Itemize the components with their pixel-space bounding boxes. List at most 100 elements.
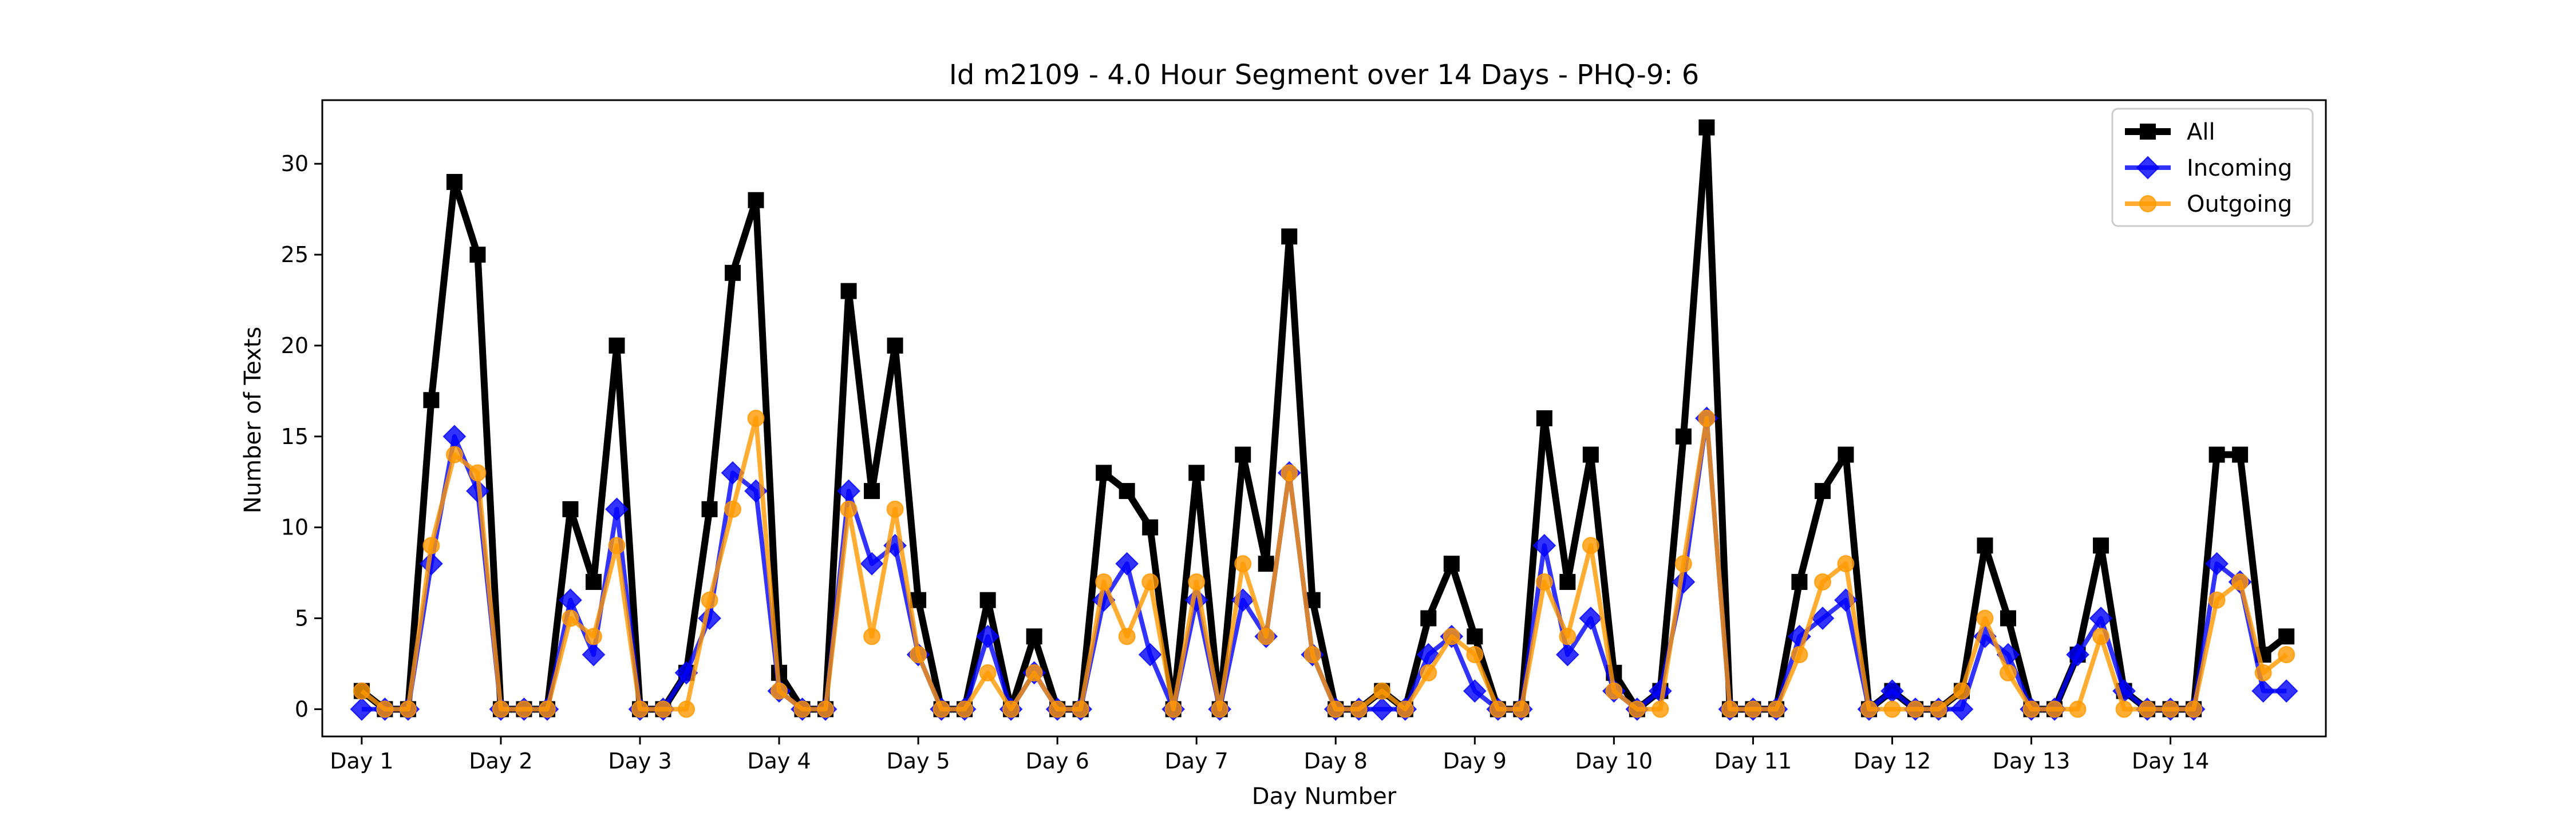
- data-point-outgoing: [2046, 700, 2064, 718]
- data-point-outgoing: [1234, 555, 1252, 573]
- chart-title: Id m2109 - 4.0 Hour Segment over 14 Days…: [949, 59, 1700, 91]
- data-point-incoming: [1532, 533, 1556, 557]
- data-point-outgoing: [1095, 573, 1113, 591]
- data-point-outgoing: [1930, 700, 1947, 718]
- data-point-incoming: [1138, 643, 1162, 667]
- x-tick-label: Day 7: [1165, 748, 1228, 774]
- x-tick-label: Day 2: [469, 748, 532, 774]
- data-point-outgoing: [1976, 609, 1994, 627]
- data-point-outgoing: [2254, 664, 2272, 682]
- data-point-all: [1443, 556, 1460, 572]
- data-point-all: [2208, 446, 2225, 463]
- data-point-all: [1559, 573, 1576, 590]
- data-point-outgoing: [1883, 700, 1901, 718]
- data-point-outgoing: [2092, 628, 2110, 645]
- data-point-outgoing: [1767, 700, 1785, 718]
- x-tick-label: Day 8: [1304, 748, 1368, 774]
- data-point-outgoing: [1535, 573, 1553, 591]
- data-point-all: [840, 283, 857, 299]
- x-tick-label: Day 5: [886, 748, 950, 774]
- data-point-outgoing: [1350, 700, 1368, 718]
- data-point-outgoing: [2115, 700, 2133, 718]
- data-point-incoming: [605, 497, 629, 521]
- data-point-incoming: [350, 697, 374, 721]
- plot-area: 0 5 10 15 20 25 30 Day 1 Day 2 Day 3 Day 4 Day 5 Day…: [281, 99, 2327, 774]
- data-point-all: [1814, 483, 1831, 500]
- data-point-all: [725, 264, 741, 281]
- data-point-outgoing: [1257, 628, 1275, 645]
- data-point-all: [1142, 519, 1159, 536]
- y-tick-label: 0: [295, 696, 309, 722]
- data-point-outgoing: [1025, 664, 1043, 682]
- data-point-all: [1281, 228, 1298, 245]
- data-point-all: [469, 247, 486, 263]
- data-point-outgoing: [1652, 700, 1669, 718]
- legend-label-all: All: [2187, 119, 2215, 145]
- data-point-all: [1791, 573, 1808, 590]
- data-point-all: [748, 192, 764, 208]
- data-point-outgoing: [422, 537, 440, 554]
- data-point-outgoing: [1953, 682, 1971, 700]
- data-point-outgoing: [399, 700, 417, 718]
- x-tick-label: Day 14: [2132, 748, 2209, 774]
- y-axis-title: Number of Texts: [240, 327, 266, 513]
- y-tick-label: 30: [281, 151, 309, 176]
- data-point-all: [2093, 537, 2109, 554]
- data-point-all: [1119, 483, 1135, 500]
- data-point-outgoing: [1188, 573, 1206, 591]
- data-point-outgoing: [1814, 573, 1831, 591]
- data-point-all: [1467, 628, 1483, 645]
- data-point-incoming: [2066, 643, 2089, 667]
- data-point-all: [1536, 410, 1552, 426]
- data-point-all: [701, 501, 718, 517]
- data-point-outgoing: [1512, 700, 1530, 718]
- data-point-outgoing: [771, 682, 788, 700]
- x-tick-label: Day 3: [608, 748, 671, 774]
- data-point-outgoing: [584, 628, 602, 645]
- data-point-outgoing: [2139, 700, 2156, 718]
- data-point-outgoing: [956, 700, 974, 718]
- x-tick-label: Day 9: [1443, 748, 1507, 774]
- data-point-all: [1235, 446, 1251, 463]
- data-point-all: [1188, 465, 1205, 481]
- y-tick-label: 10: [281, 515, 309, 540]
- data-point-all: [1675, 428, 1692, 445]
- data-point-all: [1838, 446, 1854, 463]
- data-point-outgoing: [654, 700, 672, 718]
- x-tick-label: Day 6: [1025, 748, 1089, 774]
- data-point-all: [609, 337, 625, 354]
- x-axis-title: Day Number: [1252, 783, 1397, 810]
- data-point-outgoing: [492, 700, 509, 718]
- series-line-all: [359, 124, 2289, 713]
- data-point-outgoing: [886, 500, 904, 518]
- data-point-outgoing: [1049, 700, 1066, 718]
- data-point-outgoing: [1072, 700, 1089, 718]
- legend-marker-outgoing: [2139, 195, 2156, 212]
- data-point-outgoing: [1698, 410, 1716, 427]
- data-point-outgoing: [2022, 700, 2040, 718]
- data-point-outgoing: [1628, 700, 1646, 718]
- data-point-outgoing: [724, 500, 742, 518]
- data-point-outgoing: [910, 646, 927, 664]
- data-point-incoming: [721, 461, 745, 485]
- data-point-outgoing: [747, 410, 765, 427]
- data-point-outgoing: [515, 700, 533, 718]
- data-point-all: [979, 592, 996, 608]
- data-point-incoming: [2205, 552, 2229, 576]
- x-tick-label: Day 12: [1854, 748, 1931, 774]
- data-point-incoming: [976, 624, 1000, 648]
- data-point-all: [2232, 446, 2249, 463]
- data-point-outgoing: [979, 664, 997, 682]
- data-point-incoming: [582, 643, 606, 667]
- data-point-outgoing: [1002, 700, 1020, 718]
- data-point-outgoing: [933, 700, 950, 718]
- data-point-outgoing: [1489, 700, 1507, 718]
- legend: All Incoming Outgoing: [2111, 108, 2314, 227]
- data-point-outgoing: [1211, 700, 1228, 718]
- data-point-incoming: [860, 552, 884, 576]
- data-point-outgoing: [1791, 646, 1808, 664]
- data-point-outgoing: [1118, 628, 1136, 645]
- data-point-outgoing: [1141, 573, 1159, 591]
- legend-marker-incoming: [2136, 156, 2160, 180]
